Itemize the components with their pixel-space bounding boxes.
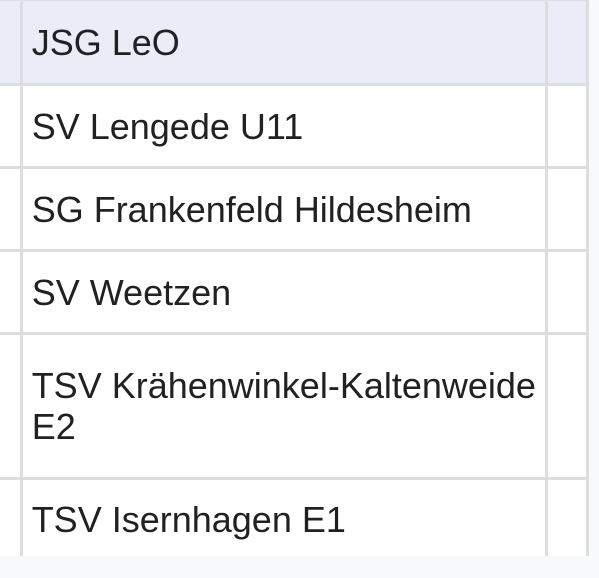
team-name-cell: SV Weetzen	[19, 249, 548, 335]
page-background	[0, 556, 599, 578]
table-row: SG Frankenfeld Hildesheim	[0, 166, 590, 252]
cell-left	[0, 249, 23, 335]
table-row: SV Lengede U11	[0, 83, 590, 169]
team-name-cell: TSV Isernhagen E1	[19, 477, 548, 562]
team-name-cell: SG Frankenfeld Hildesheim	[19, 166, 548, 252]
team-name-cell: JSG LeO	[19, 0, 548, 86]
cell-right	[544, 332, 590, 480]
cell-left	[0, 332, 23, 480]
cell-right	[544, 477, 590, 562]
cell-left	[0, 166, 23, 252]
table-row: TSV Isernhagen E1	[0, 477, 590, 562]
cell-right	[544, 83, 590, 169]
table-row: SV Weetzen	[0, 249, 590, 335]
cell-right	[544, 166, 590, 252]
team-name-cell: TSV Krähenwinkel-Kaltenweide E2	[19, 332, 548, 480]
team-name-cell: SV Lengede U11	[19, 83, 548, 169]
cell-right	[544, 249, 590, 335]
cell-right	[544, 0, 590, 86]
team-table: JSG LeO SV Lengede U11 SG Frankenfeld Hi…	[0, 0, 590, 562]
cell-left	[0, 83, 23, 169]
table-row: TSV Krähenwinkel-Kaltenweide E2	[0, 332, 590, 480]
cell-left	[0, 0, 23, 86]
table-row: JSG LeO	[0, 0, 590, 86]
cell-left	[0, 477, 23, 562]
